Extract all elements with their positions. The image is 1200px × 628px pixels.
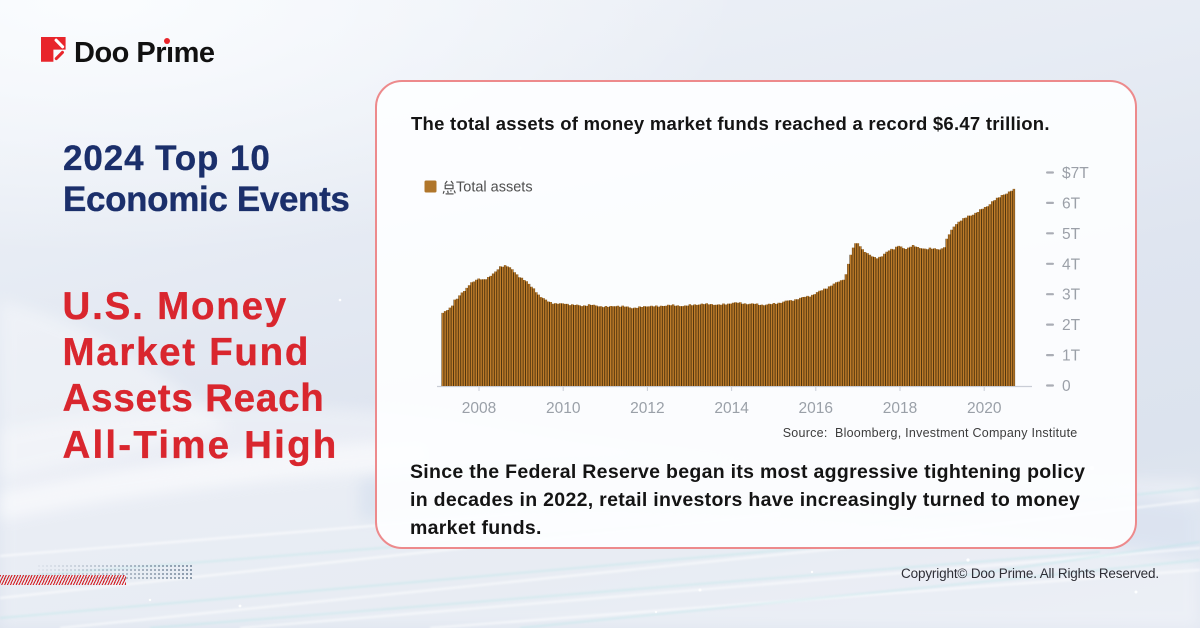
svg-text:5T: 5T: [1062, 226, 1081, 243]
svg-text:2016: 2016: [799, 400, 833, 417]
svg-text:Total assets: Total assets: [456, 180, 533, 196]
svg-text:1T: 1T: [1062, 348, 1081, 365]
svg-text:3T: 3T: [1062, 287, 1081, 304]
svg-text:6T: 6T: [1062, 195, 1081, 212]
svg-text:$7T: $7T: [1062, 165, 1089, 182]
svg-text:2T: 2T: [1062, 317, 1081, 334]
svg-text:4T: 4T: [1062, 256, 1081, 273]
svg-text:2018: 2018: [883, 400, 917, 417]
svg-text:0: 0: [1062, 378, 1071, 395]
svg-text:2012: 2012: [630, 400, 664, 417]
svg-text:2010: 2010: [546, 400, 581, 417]
svg-text:2008: 2008: [462, 400, 496, 417]
svg-text:2020: 2020: [967, 400, 1002, 417]
svg-text:2014: 2014: [714, 400, 749, 417]
